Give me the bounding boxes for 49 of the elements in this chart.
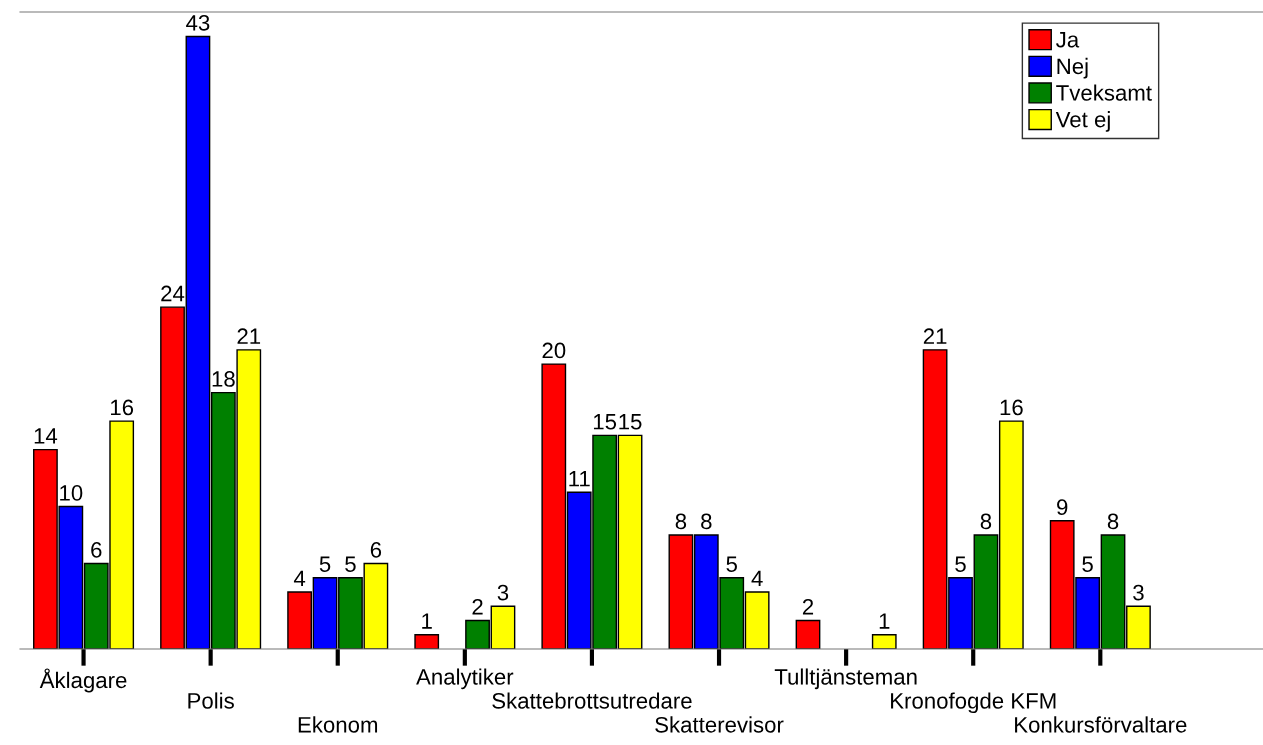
data-label: 11: [569, 471, 590, 487]
x-tick-label: Ekonom: [298, 716, 378, 733]
bar: [414, 634, 440, 649]
data-label: 24: [161, 285, 185, 302]
data-label: 5: [345, 556, 356, 572]
data-label: 8: [1107, 513, 1119, 530]
data-label: 2: [802, 598, 814, 615]
data-label: 6: [91, 542, 102, 558]
data-label: 10: [60, 485, 83, 501]
data-label: 3: [1133, 584, 1144, 601]
data-label: 15: [619, 414, 642, 430]
data-label: 4: [751, 570, 763, 587]
legend-label: Vet ej: [1055, 111, 1110, 132]
data-label: 5: [726, 556, 737, 572]
data-label: 1: [422, 613, 432, 629]
data-label: 3: [497, 584, 509, 601]
data-label: 16: [1000, 399, 1023, 416]
data-label: 6: [370, 542, 382, 558]
data-label: 1: [879, 613, 890, 629]
data-label: 15: [593, 414, 617, 430]
data-label: 14: [34, 428, 58, 444]
data-label: 20: [542, 342, 566, 359]
x-tick-label: Tulltjänsteman: [774, 668, 917, 690]
data-label: 5: [319, 556, 331, 572]
x-tick-label: Kronofogde KFM: [891, 692, 1056, 714]
data-label: 8: [675, 513, 687, 530]
data-label: 4: [293, 570, 306, 587]
x-tick-label: Skatterevisor: [655, 716, 784, 733]
legend-label: Tveksamt: [1056, 84, 1152, 101]
data-label: 8: [701, 513, 712, 530]
data-label: 5: [955, 556, 966, 572]
bar: [795, 619, 821, 649]
bar: [871, 634, 897, 649]
legend-label: Ja: [1056, 32, 1080, 48]
x-tick-label: Åklagare: [39, 668, 127, 693]
data-label: 8: [980, 513, 992, 530]
data-label: 21: [237, 328, 261, 344]
data-label: 2: [472, 598, 483, 615]
data-label: 21: [923, 328, 947, 344]
legend-label: Nej: [1057, 57, 1088, 79]
data-label: 43: [186, 14, 210, 31]
data-label: 5: [1082, 556, 1093, 572]
data-label: 9: [1057, 499, 1068, 516]
data-label: 16: [111, 399, 134, 416]
x-tick-label: Polis: [188, 692, 234, 709]
x-tick-label: Konkursförvaltare: [1015, 716, 1187, 733]
data-label: 18: [212, 371, 235, 387]
x-tick-label: Analytiker: [416, 668, 514, 690]
x-tick-label: Skattebrottsutredare: [492, 692, 692, 709]
